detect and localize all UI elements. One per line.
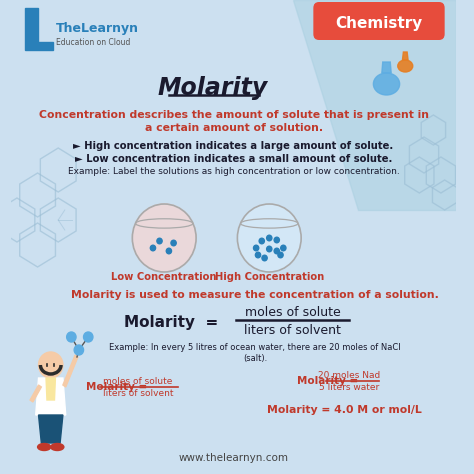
Polygon shape (382, 62, 391, 73)
Polygon shape (30, 385, 41, 402)
Text: ► Low concentration indicates a small amount of solute.: ► Low concentration indicates a small am… (75, 154, 392, 164)
Polygon shape (63, 355, 78, 387)
Text: Molarity =: Molarity = (297, 376, 359, 386)
Circle shape (281, 245, 286, 251)
Circle shape (259, 238, 264, 244)
Circle shape (262, 255, 267, 261)
Text: Molarity  =: Molarity = (124, 315, 218, 329)
Text: www.thelearnyn.com: www.thelearnyn.com (179, 453, 289, 463)
Circle shape (171, 240, 176, 246)
Text: liters of solvent: liters of solvent (244, 323, 341, 337)
Ellipse shape (51, 444, 64, 450)
Text: 5 liters water: 5 liters water (319, 383, 379, 392)
Text: Molarity is used to measure the concentration of a solution.: Molarity is used to measure the concentr… (71, 290, 439, 300)
Text: Example: In every 5 litres of ocean water, there are 20 moles of NaCl: Example: In every 5 litres of ocean wate… (109, 344, 401, 353)
Circle shape (67, 332, 76, 342)
Text: (salt).: (salt). (243, 354, 267, 363)
Ellipse shape (37, 444, 51, 450)
Polygon shape (46, 378, 55, 400)
Text: Molarity = 4.0 M or mol/L: Molarity = 4.0 M or mol/L (267, 405, 422, 415)
Text: a certain amount of solution.: a certain amount of solution. (145, 123, 323, 133)
Circle shape (237, 204, 301, 272)
Text: Example: Label the solutions as high concentration or low concentration.: Example: Label the solutions as high con… (68, 167, 400, 176)
Circle shape (267, 246, 272, 252)
Circle shape (254, 245, 259, 251)
Text: moles of solute: moles of solute (103, 376, 173, 385)
Circle shape (132, 204, 196, 272)
Ellipse shape (374, 73, 400, 95)
Text: ► High concentration indicates a large amount of solute.: ► High concentration indicates a large a… (73, 141, 394, 151)
Polygon shape (293, 0, 456, 210)
Polygon shape (402, 52, 408, 60)
Text: Education on Cloud: Education on Cloud (56, 37, 131, 46)
Text: Molarity: Molarity (158, 76, 268, 100)
Circle shape (255, 252, 261, 258)
Circle shape (274, 237, 279, 243)
Text: Concentration describes the amount of solute that is present in: Concentration describes the amount of so… (38, 110, 428, 120)
Text: 20 moles Nad: 20 moles Nad (318, 371, 380, 380)
Text: Chemistry: Chemistry (336, 16, 423, 30)
Circle shape (83, 332, 93, 342)
Text: TheLearnyn: TheLearnyn (56, 21, 139, 35)
Circle shape (150, 245, 155, 251)
Polygon shape (38, 415, 63, 443)
Circle shape (278, 252, 283, 258)
Polygon shape (26, 8, 53, 50)
Circle shape (74, 345, 83, 355)
Text: Molarity =: Molarity = (86, 382, 147, 392)
Circle shape (157, 238, 162, 244)
Circle shape (274, 248, 279, 254)
Text: Low Concentration: Low Concentration (111, 272, 217, 282)
FancyBboxPatch shape (313, 2, 445, 40)
Ellipse shape (398, 60, 413, 72)
Polygon shape (36, 378, 66, 415)
Circle shape (166, 248, 172, 254)
Circle shape (267, 235, 272, 241)
Circle shape (38, 352, 63, 378)
Text: moles of solute: moles of solute (245, 306, 341, 319)
Text: High Concentration: High Concentration (215, 272, 324, 282)
Text: liters of solvent: liters of solvent (103, 390, 173, 399)
